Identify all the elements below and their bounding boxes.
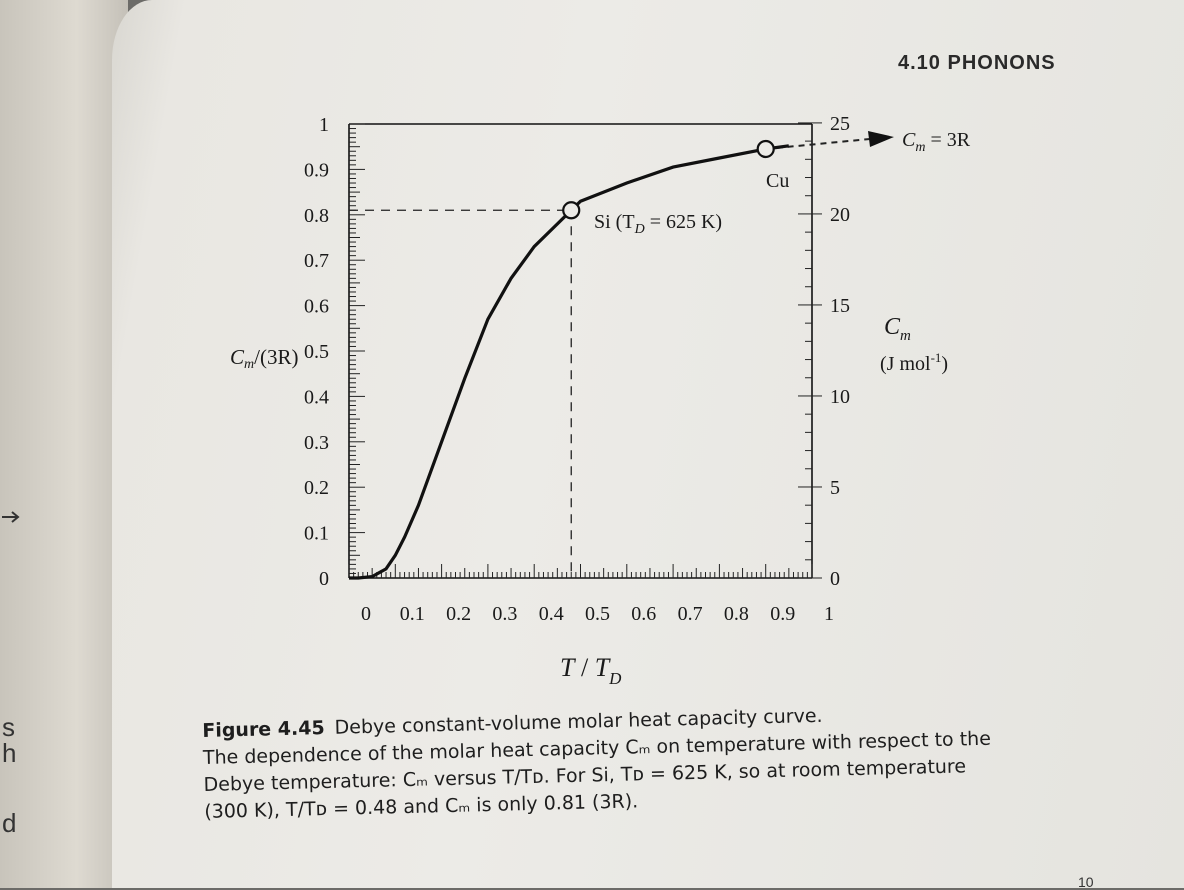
limit-arrowhead	[868, 130, 894, 147]
section-header: 4.10 PHONONS	[898, 52, 1056, 74]
ylabel-right-units: (J mol	[880, 353, 931, 375]
debye-curve	[349, 144, 790, 580]
plot-frame	[348, 123, 813, 579]
y-left-tick-label: 0.2	[304, 477, 329, 499]
guide-lines	[349, 130, 894, 578]
y-right-tick-label: 15	[830, 295, 850, 317]
left-page-fragment: d	[2, 808, 17, 838]
page-number: 10	[1078, 874, 1094, 890]
x-tick-label: 0.3	[492, 603, 517, 625]
si-label-sub: D	[634, 222, 645, 237]
ylabel-right-sup: -1	[931, 350, 942, 365]
xlabel-sub: D	[608, 669, 622, 688]
ylabel-right-sub: m	[900, 328, 911, 344]
limit-label-sub: m	[915, 140, 925, 155]
right-axis-ticks	[798, 122, 822, 579]
x-tick-label: 0	[361, 603, 371, 625]
figure-caption: Figure 4.45 Debye constant-volume molar h…	[202, 698, 1004, 826]
ylabel-left-c: C	[230, 345, 245, 369]
left-page-fragment: s	[2, 712, 15, 742]
x-tick-label: 0.4	[539, 603, 564, 625]
x-tick-label: 1	[824, 603, 834, 625]
markers	[562, 139, 775, 220]
x-tick-label: 0.1	[400, 603, 425, 625]
y-right-tick-label: 0	[830, 568, 840, 590]
y-axis-right-label: Cm	[884, 314, 911, 344]
si-label-prefix: Si (T	[594, 211, 635, 233]
left-page: s h d	[0, 0, 128, 888]
y-left-tick-label: 0.7	[304, 250, 329, 272]
x-tick-label: 0.5	[585, 603, 610, 625]
x-tick-label: 0.9	[770, 603, 795, 625]
y-right-tick-label: 10	[830, 386, 850, 408]
limit-annotation: Cm = 3R	[902, 129, 971, 155]
left-axis-ticks	[349, 123, 365, 579]
cu-annotation: Cu	[766, 170, 789, 192]
si-label-suffix: = 625 K)	[645, 211, 722, 233]
y-right-tick-label: 20	[830, 204, 850, 226]
left-page-fragment: h	[2, 738, 17, 768]
y-axis-right-units: (J mol-1)	[880, 350, 948, 375]
limit-label-suffix: = 3R	[925, 129, 970, 151]
si-annotation: Si (TD = 625 K)	[594, 211, 722, 237]
ylabel-left-rest: /(3R)	[254, 345, 298, 369]
x-tick-label: 0.2	[446, 603, 471, 625]
x-tick-label: 0.6	[631, 603, 656, 625]
y-left-tick-label: 0.8	[304, 205, 329, 227]
xlabel-slash: /	[574, 653, 594, 682]
y-left-tick-label: 0	[319, 568, 329, 590]
book-page	[112, 0, 1184, 888]
ylabel-left-sub: m	[244, 357, 254, 372]
y-left-tick-label: 0.9	[304, 159, 329, 181]
x-axis-label: T / TD	[560, 653, 622, 688]
y-left-tick-label: 0.5	[304, 341, 329, 363]
y-left-tick-label: 0.6	[304, 296, 329, 318]
ylabel-right-c: C	[884, 314, 901, 340]
y-left-tick-label: 0.3	[304, 432, 329, 454]
figure-label: Figure 4.45	[202, 717, 325, 742]
y-left-tick-label: 0.1	[304, 523, 329, 545]
ylabel-right-close: )	[941, 353, 948, 375]
bottom-axis-ticks	[348, 564, 813, 578]
x-tick-label: 0.8	[724, 603, 749, 625]
xlabel-td: T	[595, 653, 611, 682]
y-right-tick-label: 25	[830, 113, 850, 135]
y-axis-left-label: Cm/(3R)	[230, 345, 298, 372]
si-marker	[562, 201, 581, 220]
x-tick-label: 0.7	[678, 603, 703, 625]
arrow-right-icon	[2, 511, 20, 523]
y-left-tick-label: 1	[319, 114, 329, 136]
y-right-tick-label: 5	[830, 477, 840, 499]
xlabel-t: T	[560, 653, 576, 682]
y-left-tick-label: 0.4	[304, 386, 329, 408]
limit-label-c: C	[902, 129, 916, 151]
cu-marker	[756, 139, 775, 159]
tick-labels: 00.10.20.30.40.50.60.70.80.9105101520250…	[304, 113, 850, 625]
